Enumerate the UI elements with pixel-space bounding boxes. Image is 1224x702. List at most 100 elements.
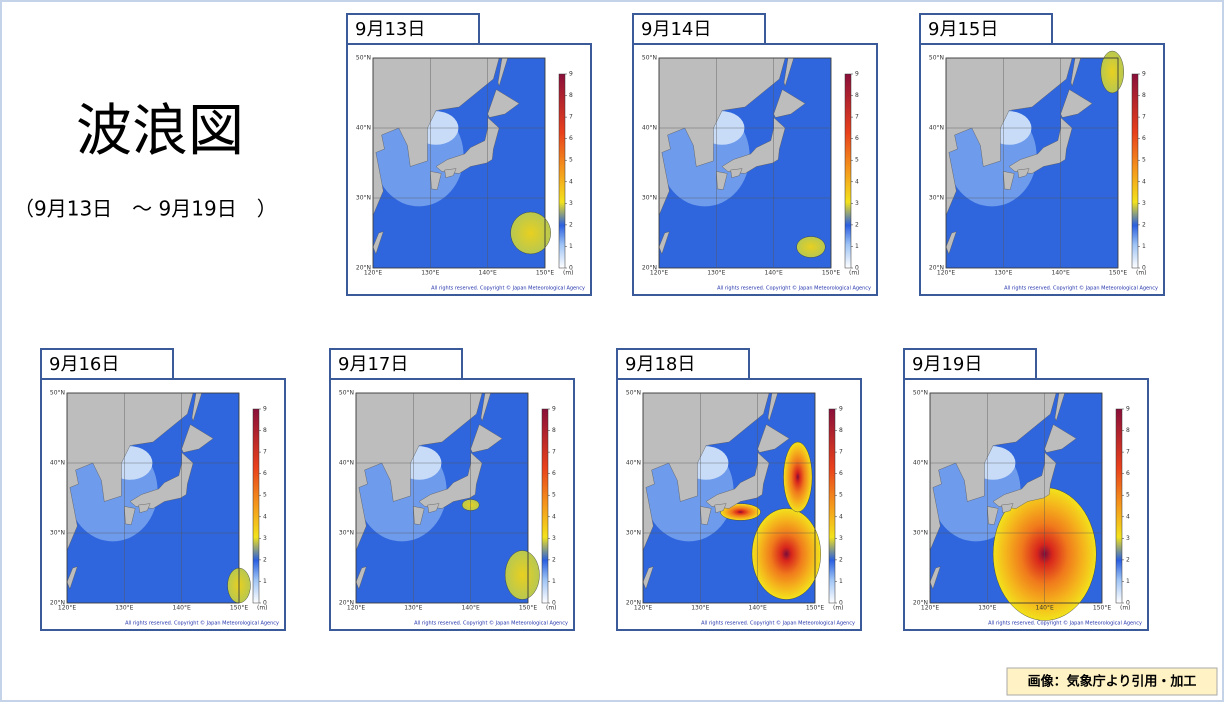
colorbar-label: 2 [569, 221, 573, 228]
colorbar-label: 7 [263, 449, 267, 456]
colorbar-label: 4 [855, 178, 859, 185]
colorbar-label: 2 [855, 221, 859, 228]
land [1003, 171, 1015, 190]
land [444, 168, 457, 178]
wave-zone [510, 211, 551, 255]
colorbar-label: 7 [839, 449, 843, 456]
colorbar-label: 6 [855, 135, 859, 142]
panel-label: 9月18日 [625, 354, 695, 375]
panel-label: 9月15日 [928, 19, 998, 40]
land [730, 168, 743, 178]
colorbar-label: 4 [1126, 513, 1130, 520]
colorbar-unit: (m) [833, 605, 844, 612]
lon-label: 120°E [347, 605, 365, 612]
lat-label: 40°N [339, 460, 354, 467]
colorbar-label: 8 [552, 427, 556, 434]
colorbar [252, 408, 260, 604]
land [1044, 424, 1077, 453]
colorbar-label: 7 [855, 114, 859, 121]
colorbar [1131, 73, 1139, 269]
land [372, 57, 500, 216]
copyright: All rights reserved. Copyright © Japan M… [414, 620, 568, 627]
colorbar-label: 4 [263, 513, 267, 520]
land [773, 89, 806, 118]
land [372, 231, 384, 255]
lat-label: 20°N [50, 600, 65, 607]
colorbar-unit: (m) [563, 270, 574, 277]
lat-label: 50°N [642, 55, 657, 62]
land [129, 452, 194, 509]
lon-label: 140°E [462, 605, 480, 612]
colorbar-unit: (m) [1136, 270, 1147, 277]
copyright: All rights reserved. Copyright © Japan M… [125, 620, 279, 627]
colorbar-label: 4 [1142, 178, 1146, 185]
lon-label: 140°E [479, 270, 497, 277]
colorbar-unit: (m) [546, 605, 557, 612]
colorbar-unit: (m) [1120, 605, 1131, 612]
colorbar-label: 8 [263, 427, 267, 434]
lon-label: 130°E [115, 605, 133, 612]
colorbar-label: 3 [855, 200, 859, 207]
colorbar-label: 4 [569, 178, 573, 185]
lon-label: 140°E [1052, 270, 1070, 277]
land [66, 566, 78, 590]
lat-label: 30°N [356, 195, 371, 202]
colorbar-label: 6 [1126, 470, 1130, 477]
lon-label: 150°E [806, 605, 824, 612]
lat-label: 50°N [356, 55, 371, 62]
land [757, 424, 790, 453]
panel-label: 9月19日 [912, 354, 982, 375]
colorbar-label: 7 [1126, 449, 1130, 456]
wave-zone [796, 236, 826, 258]
panel-tab [40, 348, 174, 380]
wave-zone [504, 550, 540, 600]
colorbar-label: 3 [839, 535, 843, 542]
colorbar-label: 4 [839, 513, 843, 520]
colorbar-label: 5 [263, 492, 267, 499]
lat-label: 20°N [339, 600, 354, 607]
colorbar-label: 9 [552, 406, 556, 413]
lon-label: 150°E [536, 270, 554, 277]
page-subtitle: （9月13日 ～ 9月19日 ） [14, 197, 277, 221]
lon-label: 140°E [1036, 605, 1054, 612]
lat-label: 50°N [339, 390, 354, 397]
land [430, 171, 442, 190]
lon-label: 130°E [707, 270, 725, 277]
lat-label: 30°N [50, 530, 65, 537]
land [487, 89, 520, 118]
lat-label: 30°N [929, 195, 944, 202]
land [721, 117, 786, 174]
credit-box [1006, 667, 1218, 696]
panel-label: 9月14日 [641, 19, 711, 40]
land [929, 566, 941, 590]
colorbar-label: 7 [569, 114, 573, 121]
colorbar-label: 5 [855, 157, 859, 164]
colorbar-label: 5 [569, 157, 573, 164]
colorbar-label: 3 [263, 535, 267, 542]
panel-label: 9月16日 [49, 354, 119, 375]
lon-label: 120°E [364, 270, 382, 277]
lat-label: 50°N [50, 390, 65, 397]
land [355, 392, 483, 551]
lat-label: 20°N [642, 265, 657, 272]
panel-label: 9月17日 [338, 354, 408, 375]
lat-label: 40°N [50, 460, 65, 467]
land [1060, 89, 1093, 118]
colorbar-label: 9 [855, 71, 859, 78]
lat-label: 30°N [913, 530, 928, 537]
colorbar-label: 8 [1126, 427, 1130, 434]
lon-label: 150°E [1109, 270, 1127, 277]
lon-label: 130°E [404, 605, 422, 612]
land [945, 231, 957, 255]
land [418, 452, 483, 509]
colorbar-label: 2 [552, 556, 556, 563]
lat-label: 30°N [642, 195, 657, 202]
land [1008, 117, 1073, 174]
lon-label: 150°E [1093, 605, 1111, 612]
lat-label: 40°N [913, 460, 928, 467]
